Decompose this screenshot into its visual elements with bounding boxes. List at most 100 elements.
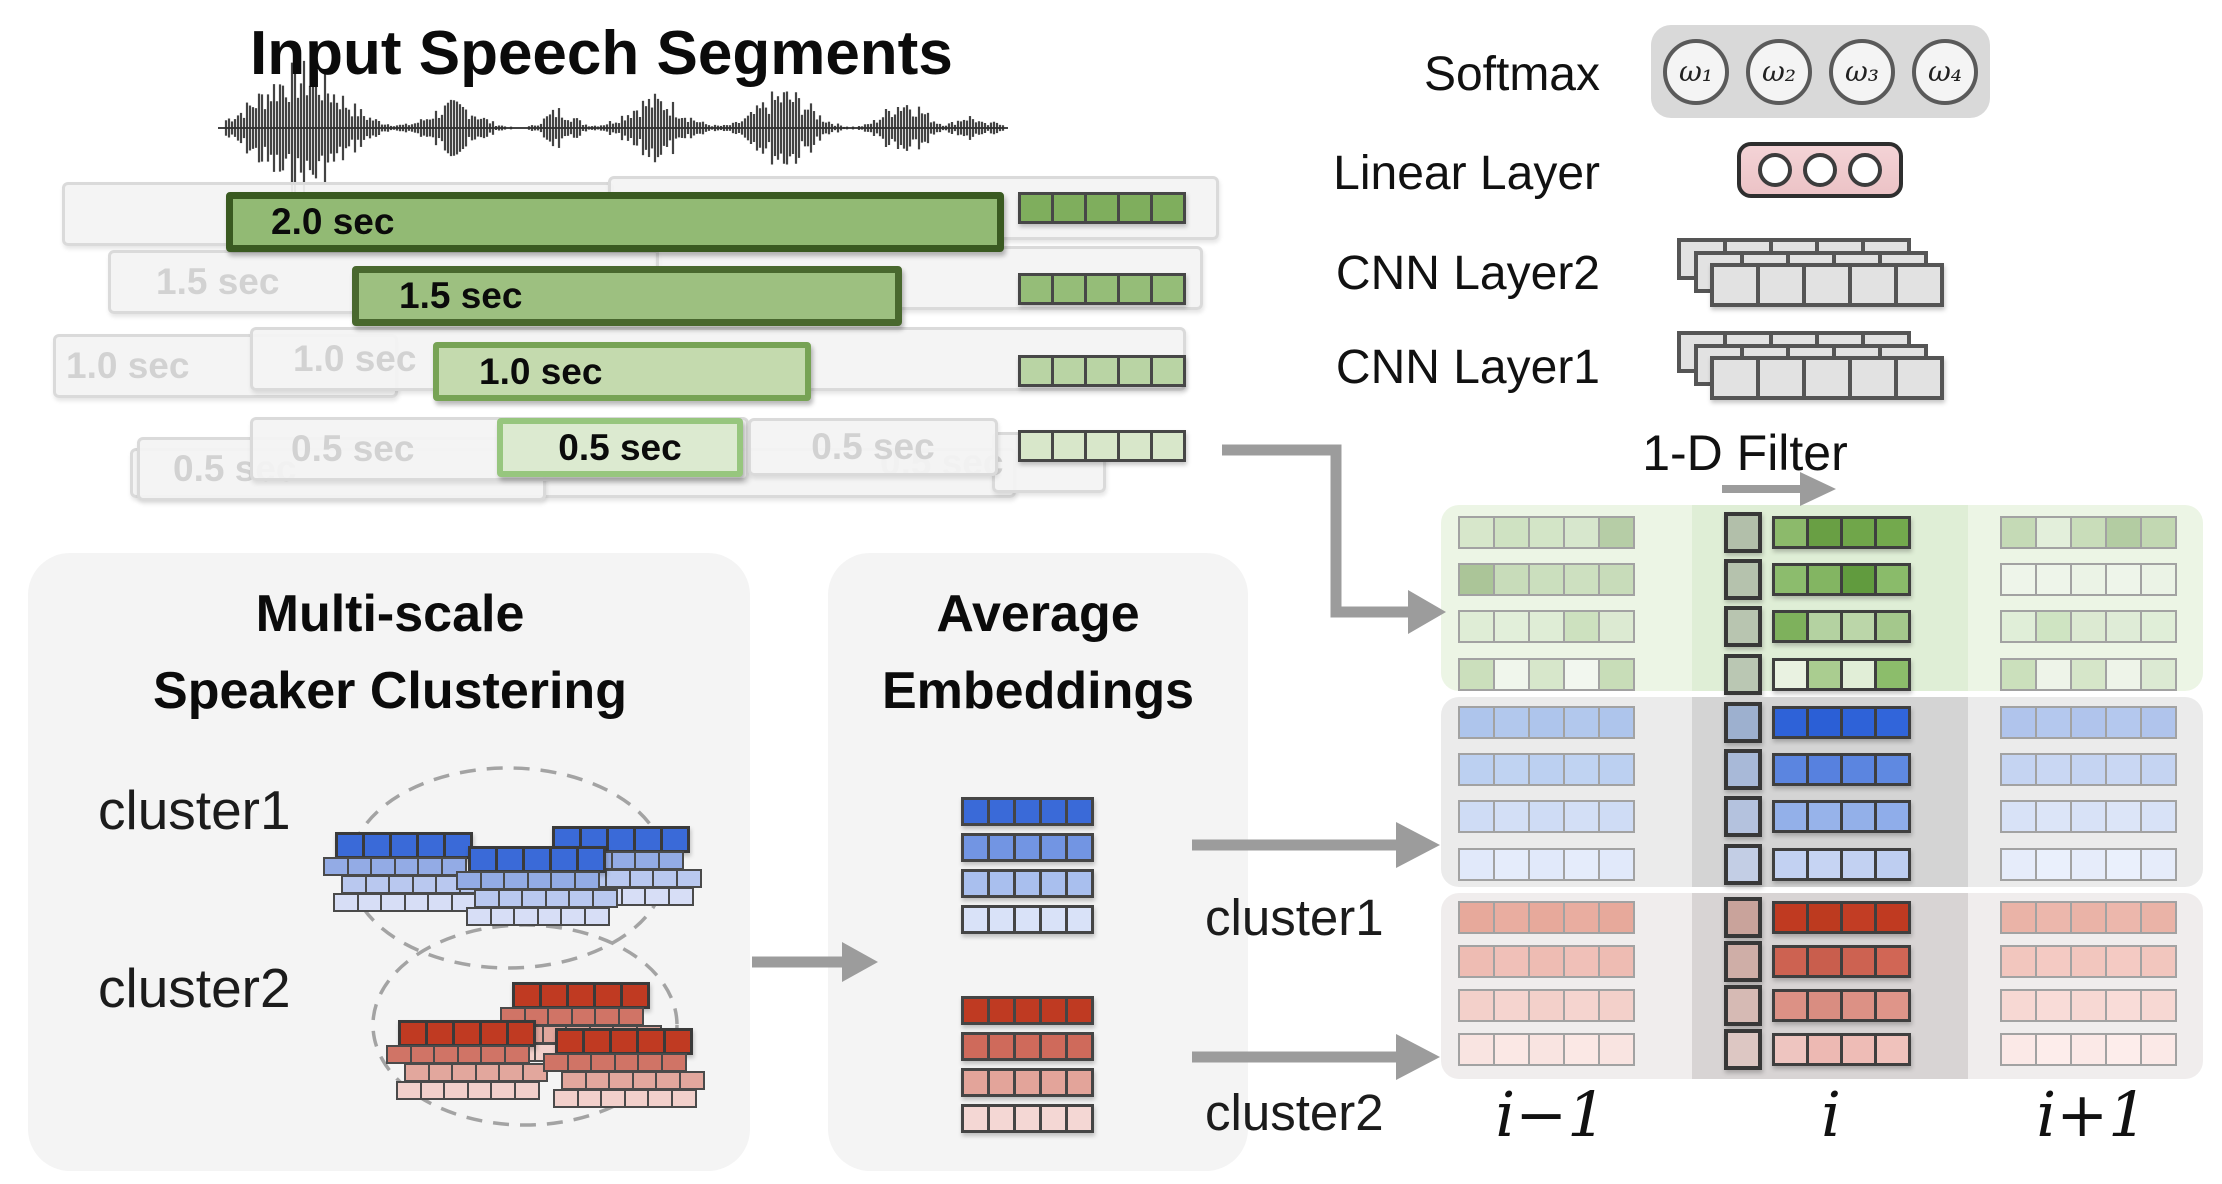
grid-row-prev-cell [1563, 706, 1600, 739]
grid-row-prev-cell [1493, 989, 1530, 1022]
cluster-stack-tile-cell [411, 875, 438, 894]
avg-embedding-row-cluster1 [961, 833, 1094, 862]
cnn-feature-bar [1710, 356, 1944, 400]
avg-embedding-row-cluster2-cell [1013, 996, 1042, 1025]
filter-window-cell [1724, 702, 1762, 743]
cluster-stack-tile-cell [404, 1063, 430, 1082]
avg-embedding-row-cluster2-cell [987, 1104, 1016, 1133]
avg-embedding-row-cluster2-cell [987, 996, 1016, 1025]
cluster-stack-top-cell [633, 826, 663, 853]
softmax-weight-unit: ω₂ [1746, 38, 1812, 105]
segment-embedding-strip-cell [1084, 273, 1120, 305]
filter-window-cell [1724, 796, 1762, 837]
cluster-stack-tile-cell [628, 869, 655, 888]
grid-row-current-cell [1840, 753, 1877, 786]
segment-embedding-strip-cell [1051, 273, 1087, 305]
cluster-stack-tile [466, 907, 610, 926]
cluster-stack-top-cell [389, 832, 419, 859]
segment-embedding-strip-cell [1084, 430, 1120, 462]
frame-label-i-minus-1: i−1 [1495, 1078, 1607, 1151]
grid-row-next [2000, 1033, 2177, 1066]
grid-row-prev [1458, 945, 1635, 978]
grid-row-current-cell [1772, 945, 1809, 978]
grid-row-current-cell [1772, 563, 1809, 596]
grid-row-current [1772, 706, 1911, 739]
grid-row-current-cell [1806, 610, 1843, 643]
avg-embedding-row-cluster2 [961, 1068, 1094, 1097]
cluster-stack-tile-cell [536, 907, 563, 926]
grid-row-next [2000, 901, 2177, 934]
segment-bar: 2.0 sec [226, 192, 1004, 252]
grid-row-current [1772, 989, 1911, 1022]
cluster-stack-tile-cell [657, 851, 684, 870]
cluster-stack-tile-cell [403, 893, 430, 912]
avg-embedding-row-cluster2-cell [961, 1032, 990, 1061]
cluster-stack-tile-cell [610, 851, 637, 870]
segment-bar-label: 0.5 sec [558, 426, 682, 468]
ghost-window-label: 1.0 sec [66, 345, 190, 386]
cluster-stack-tile-cell [466, 907, 492, 926]
grid-row-prev-cell [1598, 800, 1635, 833]
avg-embedding-row-cluster2 [961, 1104, 1094, 1133]
grid-row-current-cell [1840, 989, 1877, 1022]
avg-embedding-row-cluster1-cell [1039, 833, 1068, 862]
grid-row-next [2000, 658, 2177, 691]
grid-row-current [1772, 563, 1911, 596]
cluster-stack-tile-cell [370, 857, 396, 876]
cluster-stack-tile-cell [600, 1089, 626, 1108]
grid-row-current-cell [1806, 516, 1843, 549]
filter-window-cell [1724, 512, 1762, 553]
cluster-stack-tile-cell [560, 907, 586, 926]
cluster-stack-tile-cell [490, 1081, 516, 1100]
grid-row-next-cell [2140, 901, 2177, 934]
cluster-stack-top [335, 832, 473, 859]
cluster-stack-tile-cell [503, 1045, 530, 1064]
cluster-stack-tile-cell [576, 1089, 603, 1108]
cluster-stack-tile-cell [573, 871, 600, 890]
cluster-stack-tile-cell [675, 869, 702, 888]
grid-row-prev-cell [1598, 563, 1635, 596]
page-title: Input Speech Segments [250, 19, 953, 88]
grid-row-next-cell [2035, 516, 2072, 549]
frame-label-i: i [1821, 1078, 1841, 1151]
segment-bar-label: 1.5 sec [399, 275, 523, 316]
grid-row-current-cell [1806, 753, 1843, 786]
filter-window-cell [1724, 654, 1762, 695]
cluster-stack-tile-cell [652, 869, 678, 888]
segment-embedding-strip-cell [1018, 273, 1054, 305]
cluster-stack-tile-cell [591, 889, 618, 908]
cluster-stack-tile-cell [456, 1045, 483, 1064]
segment-bar: 1.5 sec [352, 266, 902, 326]
grid-row-next-cell [2105, 945, 2142, 978]
grid-row-next-cell [2140, 563, 2177, 596]
grid-row-current-cell [1874, 753, 1911, 786]
cluster-stack-tile-cell [613, 1053, 640, 1072]
segment-embedding-strip-cell [1084, 355, 1120, 387]
avg-embedding-row-cluster2-cell [1013, 1032, 1042, 1061]
avg-embedding-row-cluster1-cell [1013, 905, 1042, 934]
cluster-stack-tile [386, 1045, 530, 1064]
grid-row-next-cell [2105, 800, 2142, 833]
segment-embedding-strip-cell [1117, 430, 1153, 462]
grid-row-next-cell [2035, 610, 2072, 643]
grid-row-prev-cell [1598, 945, 1635, 978]
grid-row-prev-cell [1458, 945, 1495, 978]
cnn-feature-bar-cell [1848, 263, 1898, 307]
cluster-stack-top-cell [416, 832, 446, 859]
cluster-stack-tile-cell [451, 1063, 477, 1082]
cluster-stack-tile-cell [667, 887, 694, 906]
grid-row-next-cell [2105, 706, 2142, 739]
clustering-panel-title-line1: Multi-scale [255, 585, 525, 643]
cluster-stack-tile-cell [323, 857, 349, 876]
grid-row-prev-cell [1493, 706, 1530, 739]
softmax-weight-unit: ω₁ [1663, 38, 1729, 105]
cluster-stack-tile [553, 1089, 697, 1108]
grid-row-current-cell [1772, 706, 1809, 739]
grid-row-current-cell [1874, 610, 1911, 643]
avg-embedding-row-cluster1-cell [987, 797, 1016, 826]
grid-row-current-cell [1874, 658, 1911, 691]
avg-embedding-row-cluster1-cell [1013, 797, 1042, 826]
grid-row-next-cell [2035, 945, 2072, 978]
grid-row-next [2000, 989, 2177, 1022]
cluster-stack-tile-cell [513, 1081, 540, 1100]
